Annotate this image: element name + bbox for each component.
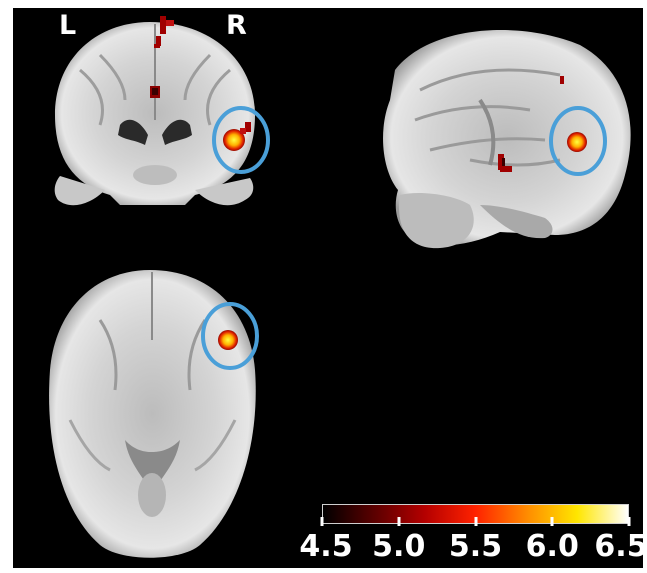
- colorbar-tick-mark: [320, 517, 324, 526]
- activation-clusters: [150, 16, 587, 350]
- colorbar-tick-mark: [550, 517, 554, 526]
- coronal-slice: [54, 22, 255, 206]
- orientation-right-label: R: [226, 10, 247, 41]
- axial-roi-circle: [201, 302, 259, 370]
- colorbar: 4.5 5.0 5.5 6.0 6.5: [299, 504, 647, 564]
- sagittal-slice: [383, 30, 631, 249]
- axial-slice: [49, 270, 256, 558]
- colorbar-tick-label: 5.0: [372, 529, 426, 564]
- colorbar-tick-label: 6.5: [594, 529, 647, 564]
- sagittal-roi-circle: [549, 106, 607, 176]
- colorbar-tick-mark: [474, 517, 477, 526]
- coronal-roi-circle: [212, 106, 270, 174]
- highlight-circles: [201, 106, 607, 370]
- orientation-left-label: L: [59, 10, 77, 41]
- colorbar-tick-mark: [627, 517, 631, 526]
- colorbar-tick-label: 5.5: [448, 529, 503, 564]
- colorbar-tick-mark: [397, 517, 401, 526]
- colorbar-tick-label: 4.5: [299, 529, 353, 564]
- colorbar-tick-label: 6.0: [525, 529, 579, 564]
